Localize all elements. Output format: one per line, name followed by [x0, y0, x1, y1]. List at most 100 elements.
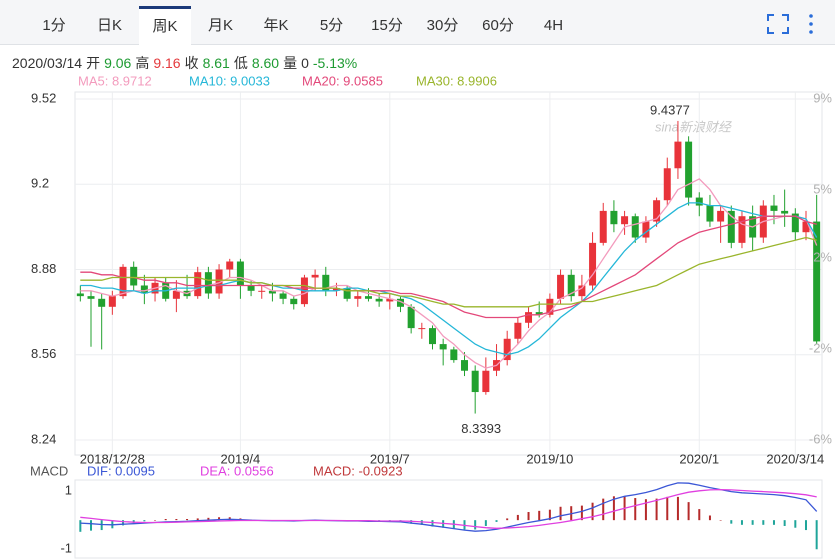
candle-body — [236, 261, 244, 286]
macd-bar — [90, 520, 93, 531]
candle-body — [343, 288, 351, 299]
candle-body — [503, 338, 511, 361]
candle-body — [76, 293, 84, 297]
info-line: 2020/03/14 开 9.06 高 9.16 收 8.61 低 8.60 量 0 -5.13% — [12, 53, 361, 73]
candle-body — [791, 213, 799, 233]
macd-bar — [815, 520, 818, 550]
tab[interactable]: 15分 — [371, 17, 403, 34]
y2-tick-label: 9% — [813, 90, 832, 105]
ma-line — [80, 178, 818, 369]
candle-body — [215, 269, 223, 294]
macd-line — [80, 482, 818, 532]
candle-body — [428, 328, 436, 345]
candle-body — [194, 272, 202, 297]
candle-body — [653, 200, 661, 222]
candle-body — [226, 261, 234, 270]
info-value: 8.60 — [251, 55, 280, 71]
candle-body — [268, 290, 276, 294]
candle-body — [781, 210, 789, 214]
y-tick-label: 9.2 — [31, 176, 49, 191]
macd-bar — [207, 517, 210, 521]
info-date: 2020/03/14 — [12, 55, 83, 71]
x-tick-label: 2019/4 — [221, 451, 261, 466]
info-change: -5.13% — [312, 55, 358, 71]
macd-bar — [719, 520, 722, 521]
candle-body — [471, 370, 479, 393]
candle-body — [663, 168, 671, 201]
y2-tick-label: -6% — [809, 431, 833, 446]
candle-body — [279, 293, 287, 299]
watermark: sina新浪财经 — [655, 119, 733, 134]
legend-entry: MA5: 8.9712 — [78, 73, 152, 88]
macd-bar — [612, 496, 615, 521]
tab[interactable]: 1分 — [42, 17, 66, 34]
candle-body — [802, 221, 810, 233]
tab[interactable]: 日K — [96, 17, 122, 34]
candle-body — [546, 298, 554, 315]
x-tick-label: 2020/1 — [679, 451, 719, 466]
candle-body — [461, 360, 469, 371]
macd-bar — [730, 520, 733, 524]
macd-bar — [804, 520, 807, 531]
candle-body — [290, 298, 298, 305]
tab[interactable]: 周K — [139, 6, 191, 47]
macd-bar — [506, 518, 509, 521]
candle-body — [813, 221, 821, 342]
tab[interactable]: 5分 — [319, 17, 344, 34]
macd-bar — [751, 520, 754, 525]
candle-body — [567, 274, 575, 297]
candle-body — [599, 210, 607, 243]
more-icon[interactable] — [809, 14, 813, 34]
legend-entry: DIF: 0.0095 — [87, 463, 155, 478]
macd-bar — [687, 502, 690, 521]
macd-bar — [559, 506, 562, 521]
candle-body — [140, 285, 148, 294]
macd-bar — [143, 520, 146, 522]
macd-bar — [591, 502, 594, 521]
candle-body — [557, 274, 565, 299]
x-tick-label: 2018/12/28 — [80, 451, 145, 466]
macd-bar — [175, 519, 178, 521]
candle-body — [695, 197, 703, 206]
tab[interactable]: 年K — [263, 17, 289, 34]
candle-body — [332, 288, 340, 291]
candle-body — [364, 296, 372, 299]
macd-bar — [772, 520, 775, 525]
candle-body — [87, 296, 95, 299]
x-tick-label: 2020/3/14 — [766, 451, 824, 466]
candle-body — [525, 312, 533, 323]
legend-entry: MA20: 9.0585 — [302, 73, 383, 88]
y2-tick-label: -2% — [809, 341, 833, 356]
candle-body — [450, 349, 458, 361]
plot-frame — [74, 91, 823, 456]
legend-entry: MA10: 9.0033 — [189, 73, 270, 88]
tab[interactable]: 60分 — [482, 17, 514, 34]
macd-bar — [602, 498, 605, 521]
macd-bar — [154, 520, 157, 521]
candle-body — [375, 298, 383, 302]
candle-body — [119, 266, 127, 297]
legend-entry: DEA: 0.0556 — [200, 463, 274, 478]
candle-body — [98, 298, 106, 307]
macd-frame — [74, 479, 823, 559]
candle-body — [407, 306, 415, 329]
macd-bar — [495, 520, 498, 522]
y-tick-label: 8.56 — [31, 346, 56, 361]
candle-body — [706, 205, 714, 222]
info-label: 开 — [86, 55, 101, 71]
info-label: 低 — [233, 55, 248, 71]
tab[interactable]: 月K — [207, 17, 233, 34]
info-value: 9.16 — [153, 55, 181, 71]
expand-icon[interactable] — [767, 14, 789, 34]
tab[interactable]: 30分 — [426, 17, 459, 34]
macd-bar — [527, 512, 530, 521]
y-tick-label: 8.24 — [31, 431, 56, 446]
candle-body — [108, 296, 116, 307]
tab[interactable]: 4H — [543, 17, 564, 34]
macd-bar — [655, 498, 658, 521]
y-tick-label: 1 — [65, 482, 72, 497]
macd-bar — [538, 510, 541, 521]
macd-bar — [666, 496, 669, 521]
macd-bar — [516, 514, 519, 521]
